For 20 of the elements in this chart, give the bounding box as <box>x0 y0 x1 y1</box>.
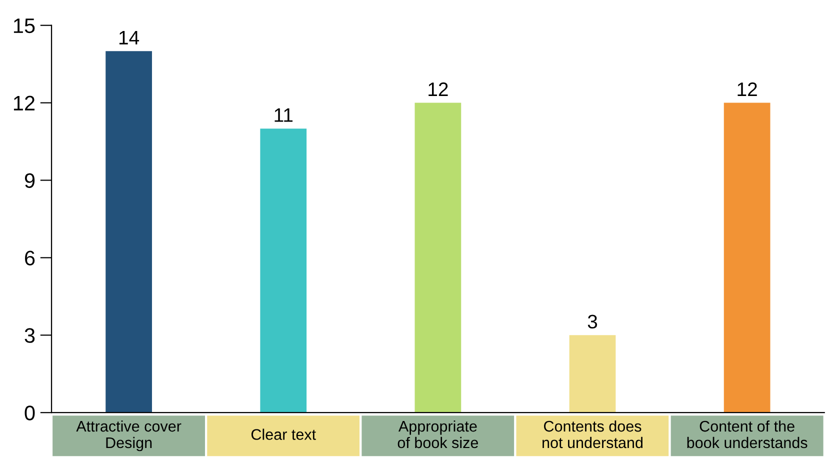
y-tick-label: 0 <box>24 406 35 420</box>
y-tick-label: 6 <box>25 250 35 266</box>
y-tick-label: 15 <box>14 18 35 34</box>
y-tick-label: 12 <box>14 96 35 110</box>
data-label: 12 <box>428 82 448 96</box>
bar <box>724 102 770 413</box>
y-tick-label: 9 <box>24 173 35 188</box>
data-label: 3 <box>588 314 598 329</box>
data-label: 12 <box>738 82 757 96</box>
x-tick-label: Content of the book understands <box>687 420 808 448</box>
x-tick-label: Attractive cover Design <box>76 420 182 452</box>
bar <box>260 128 307 413</box>
x-tick-label: Appropriate of book size <box>398 420 478 448</box>
data-label: 14 <box>119 30 140 44</box>
bar <box>414 102 462 413</box>
y-tick-label: 3 <box>24 328 35 343</box>
x-tick-label: Clear text <box>251 428 316 440</box>
data-label: 11 <box>274 108 293 122</box>
bar <box>106 51 152 413</box>
x-tick-label: Contents does not understand <box>542 420 642 448</box>
